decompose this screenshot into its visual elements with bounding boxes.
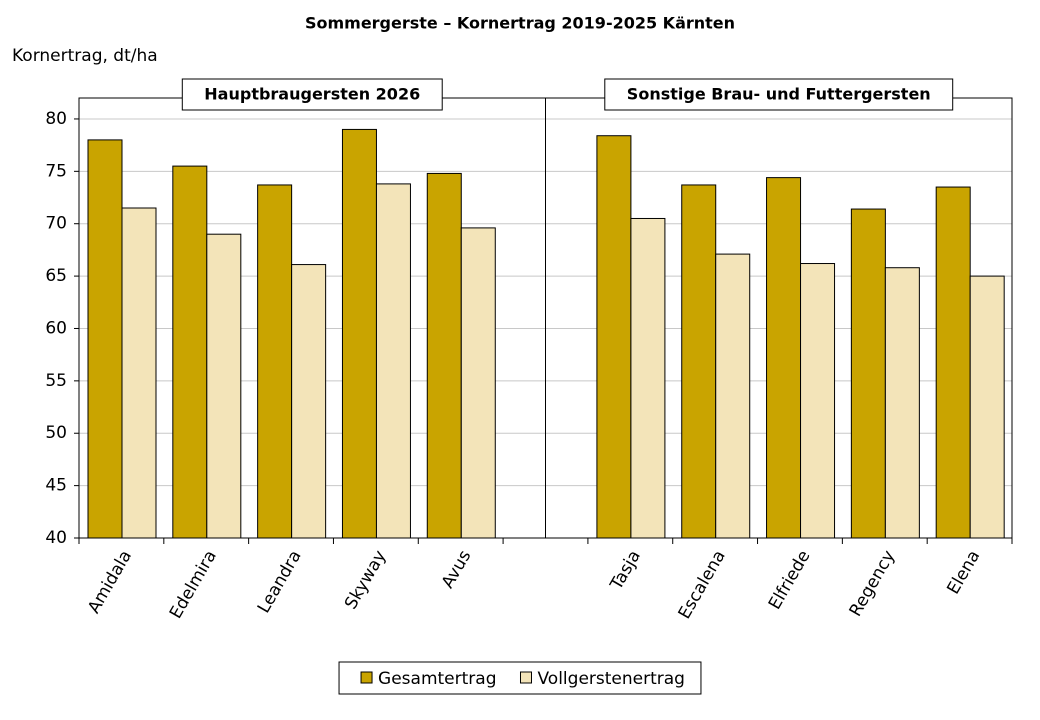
- bar: [596, 135, 632, 539]
- group-label-text: Hauptbraugersten 2026: [204, 85, 420, 104]
- y-tick-label: 40: [45, 528, 67, 548]
- y-axis-label: Kornertrag, dt/ha: [12, 46, 158, 66]
- bar: [375, 183, 411, 539]
- x-tick-label: Edelmira: [166, 547, 221, 622]
- legend-swatch: [519, 671, 532, 684]
- x-tick-label: Escalena: [675, 547, 730, 623]
- bar: [715, 253, 751, 539]
- legend: Gesamtertrag Vollgerstenertrag: [338, 661, 702, 695]
- x-tick-label: Amidala: [84, 547, 136, 617]
- bar: [87, 139, 123, 539]
- bar: [766, 177, 802, 539]
- chart-title: Sommergerste – Kornertrag 2019-2025 Kärn…: [305, 14, 735, 33]
- x-tick-label: Elfriede: [765, 547, 815, 613]
- legend-label: Gesamtertrag: [378, 669, 496, 689]
- bar: [257, 184, 293, 539]
- bar: [341, 128, 377, 539]
- y-tick-label: 70: [45, 214, 67, 234]
- y-tick-label: 80: [45, 109, 67, 129]
- group-label-box: [181, 78, 443, 111]
- bar: [630, 217, 666, 539]
- group-label: Sonstige Brau- und Futtergersten: [604, 78, 954, 111]
- x-tick-label: Avus: [438, 547, 476, 592]
- y-tick-label: 60: [45, 318, 67, 338]
- bar: [426, 172, 462, 539]
- group-label: Hauptbraugersten 2026: [181, 78, 443, 111]
- y-tick-label: 65: [45, 266, 67, 286]
- x-tick-label: Regency: [846, 547, 900, 620]
- x-tick-label: Skyway: [341, 547, 391, 613]
- bar: [121, 207, 157, 539]
- bar: [291, 264, 327, 539]
- bar: [969, 275, 1005, 539]
- plot-frame: [78, 97, 1013, 539]
- bar: [800, 263, 836, 539]
- y-tick-label: 75: [45, 161, 67, 181]
- bar: [850, 208, 886, 539]
- group-label-box: [604, 78, 954, 111]
- y-tick-label: 55: [45, 371, 67, 391]
- bar: [172, 165, 208, 539]
- bar: [884, 267, 920, 539]
- bar: [206, 233, 242, 539]
- legend-swatch: [360, 671, 373, 684]
- x-tick-label: Leandra: [254, 547, 306, 617]
- legend-box: [338, 661, 702, 695]
- bar: [935, 186, 971, 539]
- y-tick-label: 50: [45, 423, 67, 443]
- legend-label: Vollgerstenertrag: [537, 669, 684, 689]
- x-tick-label: Elena: [943, 547, 984, 598]
- bar: [460, 227, 496, 539]
- y-tick-label: 45: [45, 476, 67, 496]
- bar: [681, 184, 717, 539]
- x-tick-label: Tasja: [606, 547, 645, 594]
- group-label-text: Sonstige Brau- und Futtergersten: [627, 85, 931, 104]
